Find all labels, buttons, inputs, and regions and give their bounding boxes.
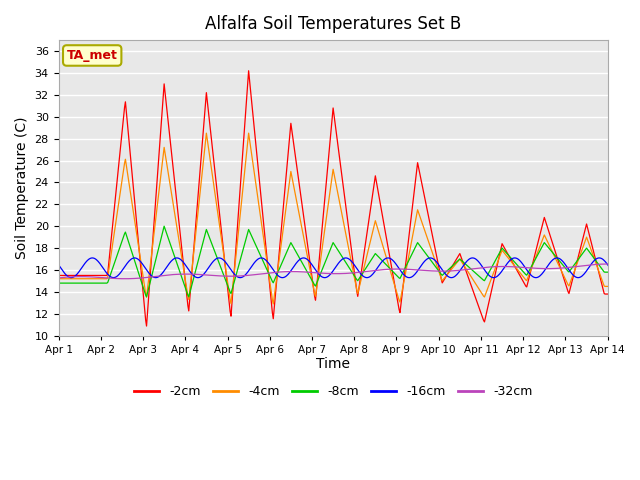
-8cm: [185, 294, 193, 300]
-2cm: [349, 262, 357, 267]
-32cm: [54, 275, 62, 281]
-16cm: [260, 256, 268, 262]
Legend: -2cm, -4cm, -8cm, -16cm, -32cm: -2cm, -4cm, -8cm, -16cm, -32cm: [129, 380, 538, 403]
-4cm: [202, 130, 210, 136]
Title: Alfalfa Soil Temperatures Set B: Alfalfa Soil Temperatures Set B: [205, 15, 461, 33]
-8cm: [73, 280, 81, 286]
-4cm: [164, 172, 172, 178]
-4cm: [387, 268, 394, 274]
-8cm: [166, 239, 173, 244]
-4cm: [176, 243, 184, 249]
Y-axis label: Soil Temperature (C): Soil Temperature (C): [15, 117, 29, 259]
-16cm: [74, 270, 82, 276]
-4cm: [269, 301, 277, 307]
Text: TA_met: TA_met: [67, 49, 118, 62]
-32cm: [385, 266, 393, 272]
-16cm: [349, 261, 357, 266]
-32cm: [349, 270, 356, 276]
-16cm: [54, 262, 62, 268]
Line: -32cm: -32cm: [58, 264, 609, 279]
-8cm: [160, 223, 168, 229]
-16cm: [166, 259, 174, 265]
-8cm: [349, 271, 357, 277]
-8cm: [177, 272, 185, 277]
Line: -16cm: -16cm: [58, 258, 609, 277]
-2cm: [260, 220, 268, 226]
-16cm: [605, 263, 612, 269]
Line: -4cm: -4cm: [58, 133, 609, 304]
-4cm: [349, 269, 357, 275]
-2cm: [143, 323, 150, 329]
-16cm: [88, 255, 96, 261]
-4cm: [259, 229, 266, 235]
-8cm: [605, 269, 612, 275]
-32cm: [166, 272, 173, 278]
-8cm: [387, 266, 394, 272]
-2cm: [387, 257, 394, 263]
-32cm: [73, 274, 81, 279]
-32cm: [605, 261, 612, 267]
Line: -2cm: -2cm: [58, 71, 609, 326]
-4cm: [54, 276, 62, 282]
-16cm: [178, 258, 186, 264]
-32cm: [177, 271, 185, 277]
-8cm: [260, 259, 268, 265]
-4cm: [605, 284, 612, 289]
Line: -8cm: -8cm: [58, 226, 609, 297]
-2cm: [244, 68, 252, 73]
-2cm: [605, 291, 612, 297]
-4cm: [73, 276, 81, 282]
-32cm: [122, 276, 129, 282]
-2cm: [73, 273, 81, 278]
-16cm: [387, 256, 394, 262]
-2cm: [177, 237, 185, 243]
-2cm: [166, 130, 173, 136]
-2cm: [54, 273, 62, 278]
-32cm: [259, 271, 266, 276]
-16cm: [67, 275, 75, 280]
-8cm: [54, 280, 62, 286]
X-axis label: Time: Time: [316, 358, 350, 372]
